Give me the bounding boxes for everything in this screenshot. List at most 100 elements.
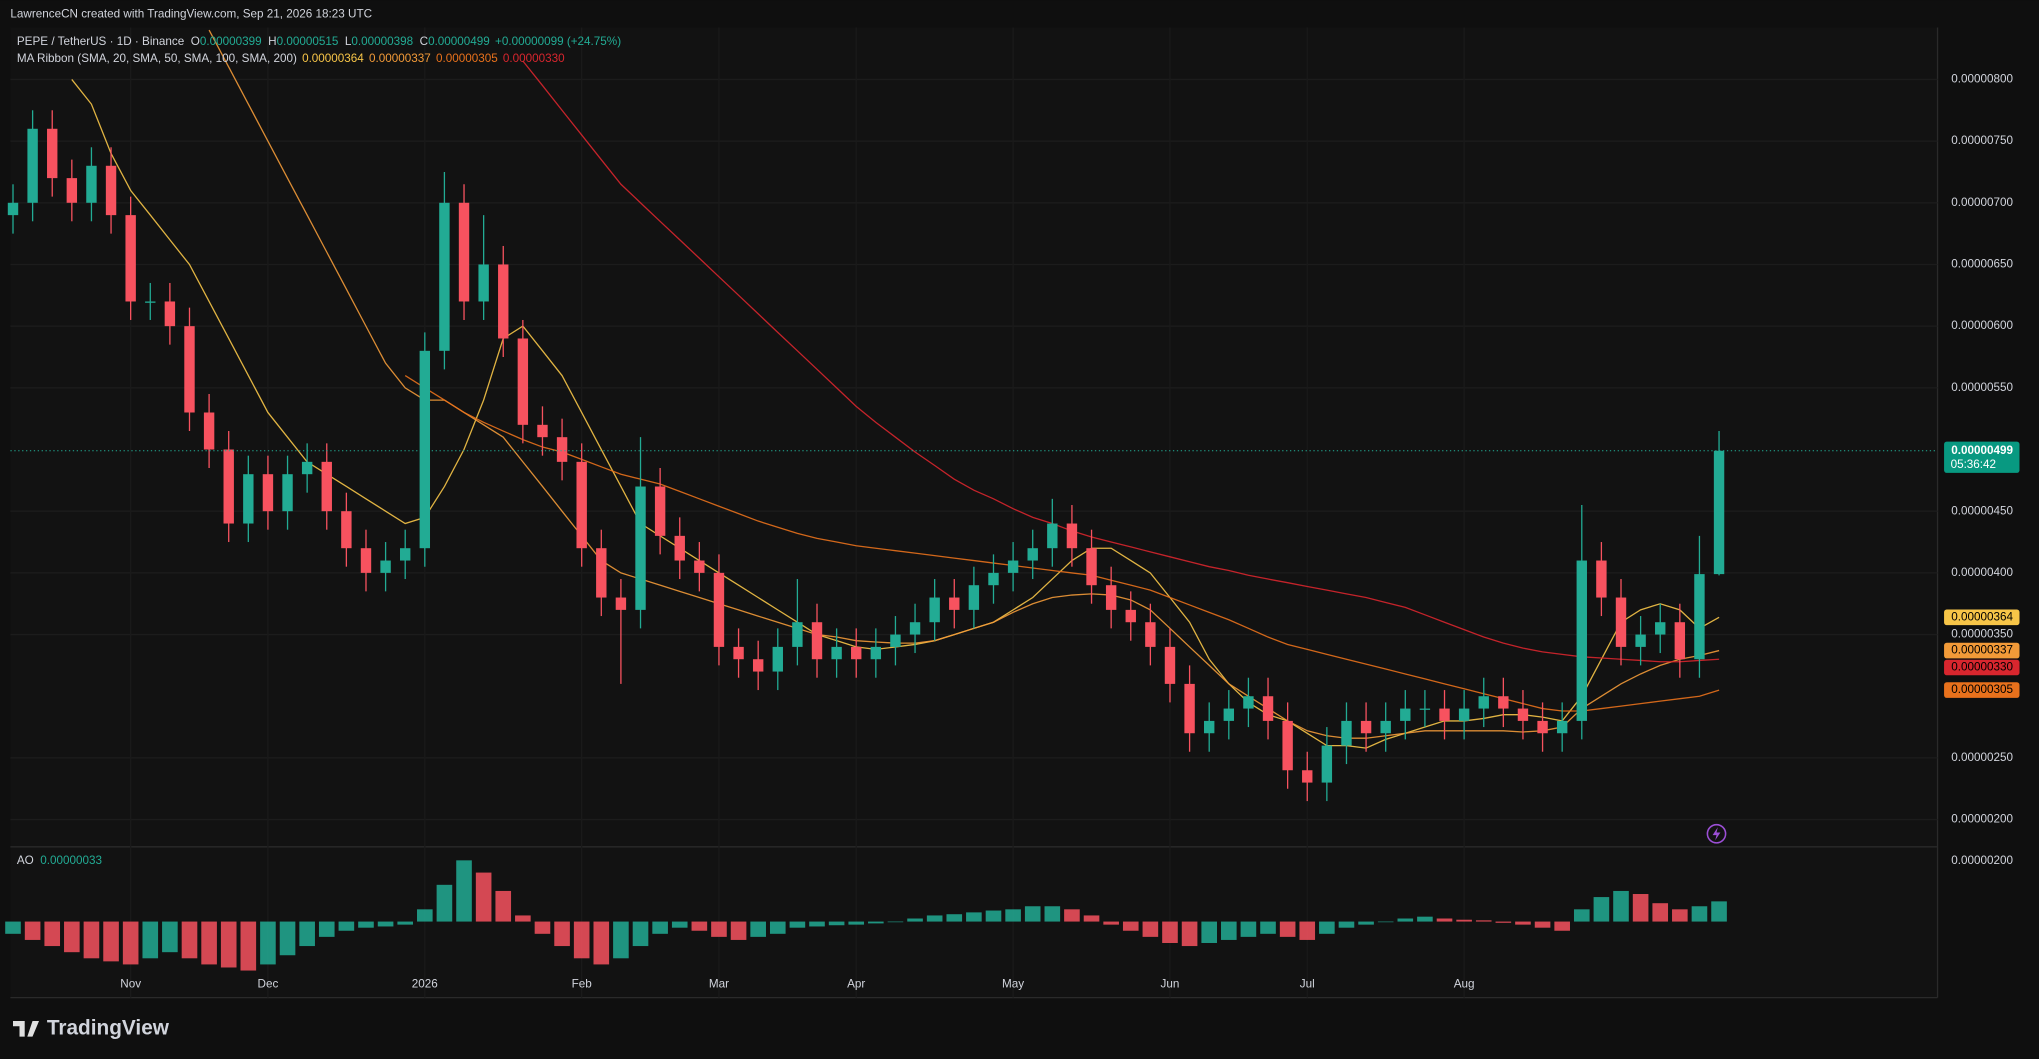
y-tick-label: 0.00000550 xyxy=(1951,381,2013,394)
candle-body xyxy=(1184,683,1195,734)
candle-body xyxy=(1164,646,1176,684)
ao-bar xyxy=(1162,921,1178,943)
candle-body xyxy=(1537,720,1548,734)
x-tick-label: 2026 xyxy=(412,978,438,991)
candle-body xyxy=(694,560,705,573)
logo-mark xyxy=(13,1021,40,1037)
candle-body xyxy=(1125,609,1136,623)
ao-bar xyxy=(1593,897,1610,922)
ohlc-key: H xyxy=(268,35,276,48)
ao-bar xyxy=(848,921,865,925)
ohlc-key: O xyxy=(191,35,200,48)
candle-body xyxy=(321,461,332,512)
ao-bar xyxy=(436,884,453,922)
candle-body xyxy=(752,659,764,672)
ohlc-value: 0.00000499 xyxy=(428,35,490,48)
candle-body xyxy=(66,178,78,203)
ao-bar xyxy=(1299,921,1316,940)
candle-body xyxy=(360,548,372,573)
ao-bar xyxy=(64,921,80,953)
ao-bar xyxy=(83,921,100,959)
plot-area xyxy=(10,27,1938,998)
ao-bar xyxy=(1573,909,1590,922)
candle-body xyxy=(301,461,313,475)
y-tick-label: 0.00000800 xyxy=(1951,73,2013,86)
candle-body xyxy=(1380,720,1391,734)
candle-body xyxy=(243,474,254,524)
candle-body xyxy=(831,646,842,660)
ma-legend-title: MA Ribbon (SMA, 20, SMA, 50, SMA, 100, S… xyxy=(17,52,297,65)
candle-body xyxy=(615,597,627,610)
candle-body xyxy=(1027,548,1038,561)
candle-body xyxy=(1145,622,1156,647)
credit: LawrenceCN created with TradingView.com,… xyxy=(10,8,372,21)
ao-axis-label: 0.00000200 xyxy=(1951,854,2013,867)
candle-body xyxy=(1282,720,1293,771)
alert-icon[interactable] xyxy=(1706,823,1727,844)
x-tick-label: Apr xyxy=(847,978,865,991)
ao-bar xyxy=(397,921,414,925)
candle-body xyxy=(86,165,97,203)
candle-body xyxy=(1360,720,1372,734)
ao-bar xyxy=(554,921,570,947)
ao-bar xyxy=(1397,918,1414,922)
ohlc-value: 0.00000399 xyxy=(200,35,262,48)
candle-body xyxy=(1321,745,1333,783)
candle-body xyxy=(1105,585,1117,610)
ao-bar xyxy=(1672,909,1688,922)
candle-body xyxy=(713,572,725,647)
candle-body xyxy=(1066,523,1078,549)
ma-badge xyxy=(1944,609,2020,626)
ma-badge xyxy=(1944,642,2020,659)
ao-bar xyxy=(299,921,315,947)
candle-body xyxy=(1635,634,1646,647)
ma-values: 0.00000364 0.00000337 0.00000305 0.00000330 xyxy=(302,52,565,65)
ao-value: 0.00000033 xyxy=(40,854,102,867)
ma-badge-label: 0.00000305 xyxy=(1951,683,2013,696)
ao-bar xyxy=(1122,921,1139,931)
ao-bar xyxy=(1338,921,1355,928)
ao-bar xyxy=(338,921,355,931)
ao-bar xyxy=(691,921,708,931)
candle-body xyxy=(988,572,999,586)
candle-body xyxy=(1694,574,1705,660)
symbol: PEPE / TetherUS · 1D · Binance xyxy=(17,35,184,48)
candle-body xyxy=(792,622,803,647)
candle-body xyxy=(1655,622,1666,635)
ohlc-value: 0.00000515 xyxy=(277,35,339,48)
candle-body xyxy=(870,646,882,660)
candle-body xyxy=(223,449,234,524)
ao-bar xyxy=(358,921,374,928)
ao-bar xyxy=(1279,921,1296,937)
candle-body xyxy=(399,548,411,561)
ao-name: AO xyxy=(17,854,34,867)
ao-bar xyxy=(44,921,61,947)
candle-body xyxy=(929,597,940,623)
ohlc-key: C xyxy=(420,35,428,48)
candle-body xyxy=(576,461,587,549)
ao-bar xyxy=(907,918,923,922)
x-tick-label: Nov xyxy=(120,978,141,991)
ao-bar xyxy=(240,921,257,971)
ma-value: 0.00000337 xyxy=(369,52,431,65)
ma-value: 0.00000330 xyxy=(503,52,565,65)
y-tick-label: 0.00000650 xyxy=(1951,258,2013,271)
ao-bar xyxy=(1632,894,1649,922)
ao-bar xyxy=(828,921,845,926)
y-tick-label: 0.00000200 xyxy=(1951,813,2013,826)
ao-bar xyxy=(730,921,747,940)
candle-body xyxy=(478,264,489,302)
candle-body xyxy=(654,486,666,536)
change: +0.00000099 (+24.75%) xyxy=(495,35,621,48)
ao-bar xyxy=(1554,921,1570,931)
candle-body xyxy=(1458,708,1470,721)
candle-body xyxy=(458,202,470,302)
ao-bar xyxy=(515,915,531,922)
candle-body xyxy=(1439,708,1450,721)
candle-body xyxy=(7,202,19,216)
candle-body xyxy=(1596,560,1607,598)
ao-bar xyxy=(1103,921,1119,925)
